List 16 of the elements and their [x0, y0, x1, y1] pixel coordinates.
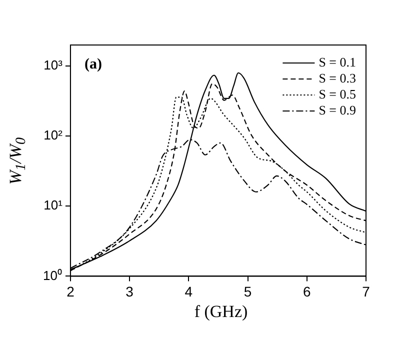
- annotation: (a): [84, 56, 102, 72]
- x-axis-title: f (GHz): [193, 302, 249, 322]
- y-tick-label: 10²: [44, 128, 64, 143]
- x-tick-label: 7: [362, 283, 370, 300]
- y-tick-label: 10¹: [44, 198, 64, 213]
- x-tick-label: 5: [244, 283, 252, 300]
- y-tick-label: 10⁰: [42, 268, 62, 283]
- legend-label: S = 0.9: [318, 102, 356, 118]
- y-tick-label: 10³: [44, 58, 64, 73]
- legend-label: S = 0.1: [318, 54, 356, 70]
- x-tick-label: 3: [126, 283, 134, 300]
- legend-label: S = 0.3: [318, 70, 356, 86]
- x-tick-label: 6: [302, 283, 311, 300]
- legend-label: S = 0.5: [318, 86, 356, 102]
- x-tick-label: 4: [184, 283, 193, 300]
- x-tick-label: 2: [66, 283, 75, 300]
